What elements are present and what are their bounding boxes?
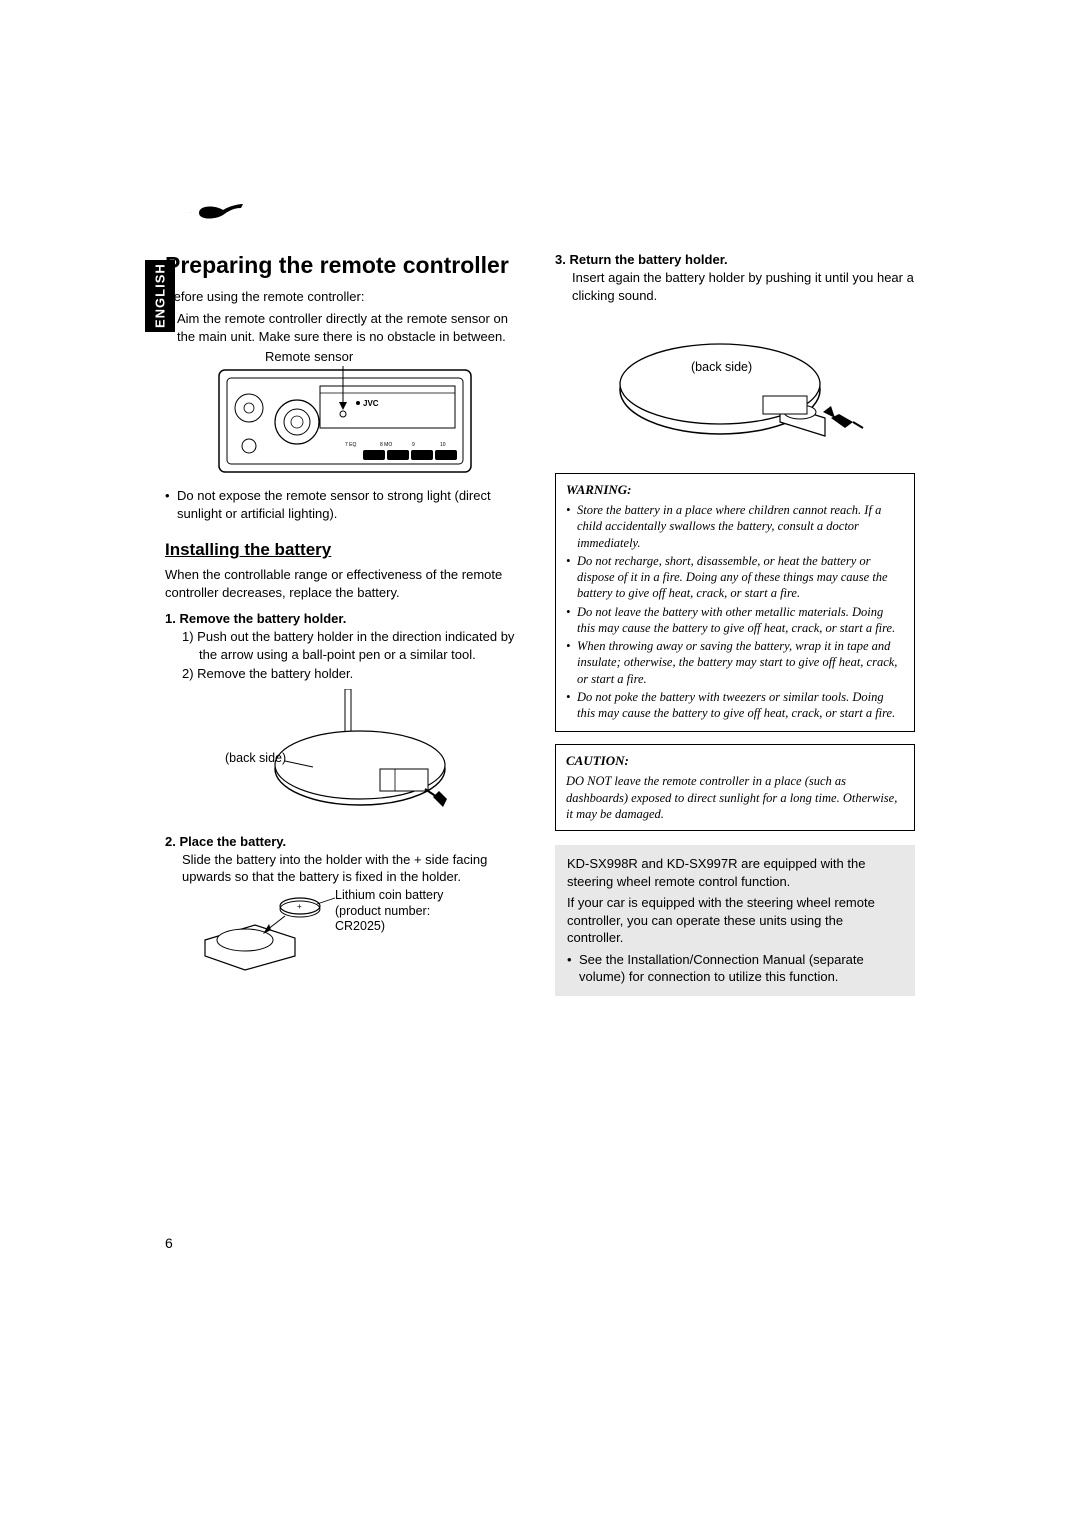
battery-label: Lithium coin battery (product number: CR…	[335, 888, 455, 935]
step1-title: 1. Remove the battery holder.	[165, 611, 525, 626]
page-number: 6	[165, 1235, 173, 1251]
bullet-item: Do not expose the remote sensor to stron…	[165, 487, 525, 522]
remote-back-diagram: (back side)	[225, 689, 465, 824]
svg-text:JVC: JVC	[363, 399, 379, 408]
page-content: Preparing the remote controller Before u…	[165, 200, 915, 996]
step2-body: Slide the battery into the holder with t…	[165, 851, 525, 886]
step1-sub2: 2) Remove the battery holder.	[165, 665, 525, 683]
info-bullet: See the Installation/Connection Manual (…	[567, 951, 903, 986]
remote-sensor-caption: Remote sensor	[205, 349, 525, 364]
return-holder-diagram: (back side)	[595, 318, 875, 463]
warning-item: Do not leave the battery with other meta…	[566, 604, 904, 637]
warning-title: WARNING:	[566, 482, 904, 498]
warning-box: WARNING: Store the battery in a place wh…	[555, 473, 915, 732]
warning-list: Store the battery in a place where child…	[566, 502, 904, 721]
info-p2: If your car is equipped with the steerin…	[567, 894, 903, 947]
info-box: KD-SX998R and KD-SX997R are equipped wit…	[555, 845, 915, 996]
svg-text:9: 9	[412, 442, 415, 448]
left-column: Preparing the remote controller Before u…	[165, 252, 525, 996]
warning-item: Do not poke the battery with tweezers or…	[566, 689, 904, 722]
svg-text:7 EQ: 7 EQ	[345, 442, 357, 448]
warning-item: When throwing away or saving the battery…	[566, 638, 904, 687]
svg-text:10: 10	[440, 442, 446, 448]
caution-body: DO NOT leave the remote controller in a …	[566, 773, 904, 822]
intro-bullets: Aim the remote controller directly at th…	[165, 310, 525, 345]
caution-box: CAUTION: DO NOT leave the remote control…	[555, 744, 915, 831]
step1-sub1: 1) Push out the battery holder in the di…	[165, 628, 525, 663]
section-title: Preparing the remote controller	[165, 252, 525, 278]
back-side-label-2: (back side)	[691, 360, 752, 374]
step3-body: Insert again the battery holder by pushi…	[555, 269, 915, 304]
step2-title: 2. Place the battery.	[165, 834, 525, 849]
head-unit-diagram: JVC 7 EQ 8 MO 9 10	[215, 366, 475, 481]
warning-item: Do not recharge, short, disassemble, or …	[566, 553, 904, 602]
info-p1: KD-SX998R and KD-SX997R are equipped wit…	[567, 855, 903, 890]
caution-title: CAUTION:	[566, 753, 904, 769]
warning-item: Store the battery in a place where child…	[566, 502, 904, 551]
svg-text:+: +	[297, 902, 302, 911]
sensor-bullets: Do not expose the remote sensor to stron…	[165, 487, 525, 522]
intro-text: Before using the remote controller:	[165, 288, 525, 306]
install-intro: When the controllable range or effective…	[165, 566, 525, 601]
install-title: Installing the battery	[165, 540, 525, 560]
battery-insert-diagram: + Lithium coin battery (product number: …	[185, 890, 525, 980]
back-side-label: (back side)	[225, 751, 286, 765]
svg-text:8 MO: 8 MO	[380, 442, 392, 448]
step3-title: 3. Return the battery holder.	[555, 252, 915, 267]
right-column: 3. Return the battery holder. Insert aga…	[555, 252, 915, 996]
bullet-item: Aim the remote controller directly at th…	[165, 310, 525, 345]
